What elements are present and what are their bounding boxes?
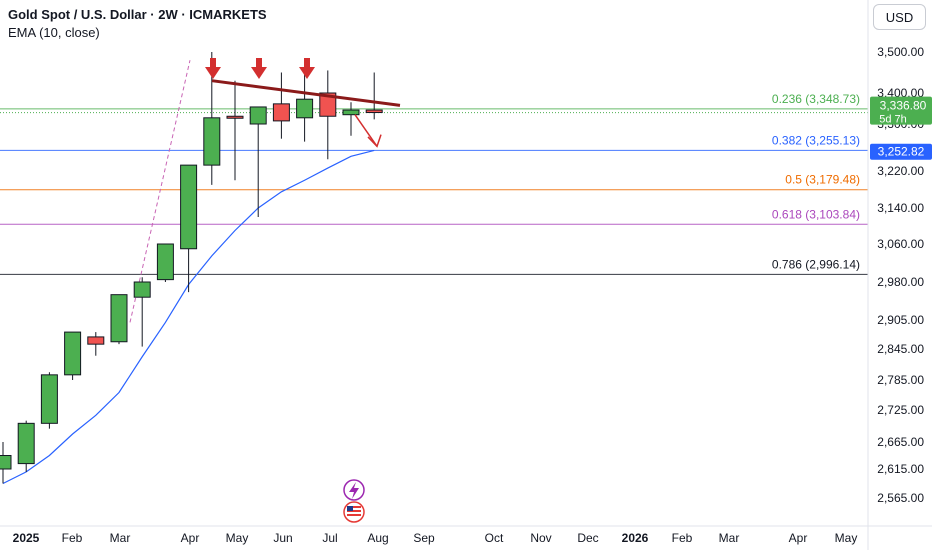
- candle-body: [342, 109, 360, 116]
- candle-body: [156, 243, 174, 281]
- candle-body: [226, 115, 244, 119]
- candle-body: [365, 109, 383, 114]
- down-arrow-icon: [299, 58, 315, 79]
- current-price-tag: [870, 96, 932, 125]
- time-tick-label: May: [835, 531, 858, 545]
- price-tick-label: 3,500.00: [877, 45, 924, 59]
- ema-price-tag: [870, 143, 932, 160]
- current-price-value: 3,336.80: [880, 99, 927, 113]
- candle-body: [40, 374, 58, 424]
- price-tick-label: 2,615.00: [877, 462, 924, 476]
- time-tick-label: Feb: [62, 531, 83, 545]
- candle-body: [319, 92, 337, 117]
- resistance-trendline: [211, 79, 401, 107]
- projection-arrow-line: [354, 114, 378, 147]
- symbol-title[interactable]: Gold Spot / U.S. Dollar · 2W · ICMARKETS: [8, 7, 267, 22]
- chart-legend: Gold Spot / U.S. Dollar · 2W · ICMARKETS…: [8, 6, 267, 42]
- countdown-label: 5d 7h: [879, 114, 907, 126]
- us-flag-event-icon[interactable]: [343, 501, 365, 523]
- fib-label: 0.618 (3,103.84): [772, 207, 860, 221]
- ema-price-value: 3,252.82: [878, 145, 925, 159]
- fib-label: 0.382 (3,255.13): [772, 133, 860, 147]
- time-tick-label: Jul: [322, 531, 337, 545]
- price-tick-label: 3,220.00: [877, 164, 924, 178]
- price-tick-label: 3,140.00: [877, 201, 924, 215]
- time-tick-label: Apr: [789, 531, 808, 545]
- candle-body: [133, 281, 151, 298]
- time-tick-label: 2025: [13, 531, 40, 545]
- time-tick-label: Apr: [181, 531, 200, 545]
- time-tick-label: Dec: [577, 531, 598, 545]
- trend-dash-line: [129, 60, 191, 323]
- candle-body: [249, 106, 267, 125]
- price-tick-label: 3,060.00: [877, 237, 924, 251]
- price-tick-label: 2,725.00: [877, 403, 924, 417]
- candle-body: [296, 98, 314, 119]
- candle-body: [180, 164, 198, 250]
- lightning-event-icon[interactable]: [343, 479, 365, 501]
- price-tick-label: 2,845.00: [877, 342, 924, 356]
- time-tick-label: May: [226, 531, 249, 545]
- time-tick-label: Feb: [672, 531, 693, 545]
- time-tick-label: Mar: [110, 531, 131, 545]
- candle-body: [272, 103, 290, 122]
- price-tick-label: 2,565.00: [877, 491, 924, 505]
- fib-label: 0.786 (2,996.14): [772, 257, 860, 271]
- price-tick-label: 2,980.00: [877, 275, 924, 289]
- down-arrow-icon: [205, 58, 221, 79]
- time-tick-label: 2026: [622, 531, 649, 545]
- indicator-label[interactable]: EMA (10, close): [8, 25, 100, 40]
- candle-body: [17, 422, 35, 465]
- time-tick-label: Nov: [530, 531, 551, 545]
- time-tick-label: Aug: [367, 531, 388, 545]
- currency-button[interactable]: USD: [873, 4, 926, 30]
- price-tick-label: 2,665.00: [877, 435, 924, 449]
- candle-body: [203, 117, 221, 166]
- candle-body: [110, 294, 128, 343]
- time-tick-label: Jun: [273, 531, 292, 545]
- price-tick-label: 2,785.00: [877, 373, 924, 387]
- time-tick-label: Oct: [485, 531, 504, 545]
- time-tick-label: Sep: [413, 531, 435, 545]
- candle-body: [0, 455, 12, 470]
- projection-arrow-head: [367, 134, 382, 148]
- fib-label: 0.5 (3,179.48): [785, 173, 860, 187]
- candle-body: [87, 336, 105, 345]
- fib-label: 0.236 (3,348.73): [772, 92, 860, 106]
- down-arrow-icon: [251, 58, 267, 79]
- time-tick-label: Mar: [719, 531, 740, 545]
- price-tick-label: 2,905.00: [877, 313, 924, 327]
- price-tick-label: 3,400.00: [877, 86, 924, 100]
- candle-body: [64, 331, 82, 376]
